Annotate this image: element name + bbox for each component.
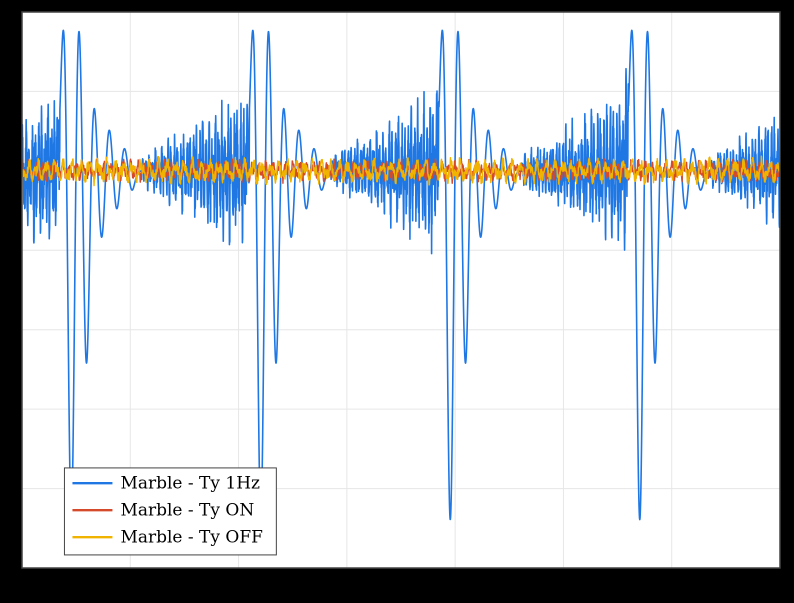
legend: Marble - Ty 1Hz Marble - Ty ON Marble - Ty… bbox=[64, 468, 276, 555]
legend-item-label: Marble - Ty ON bbox=[120, 501, 254, 521]
legend-item-label: Marble - Ty OFF bbox=[120, 528, 263, 548]
line-chart: Marble - Ty 1Hz Marble - Ty ON Marble - Ty… bbox=[0, 0, 794, 603]
legend-item-label: Marble - Ty 1Hz bbox=[120, 474, 260, 494]
chart-container: Marble - Ty 1Hz Marble - Ty ON Marble - Ty… bbox=[0, 0, 794, 603]
